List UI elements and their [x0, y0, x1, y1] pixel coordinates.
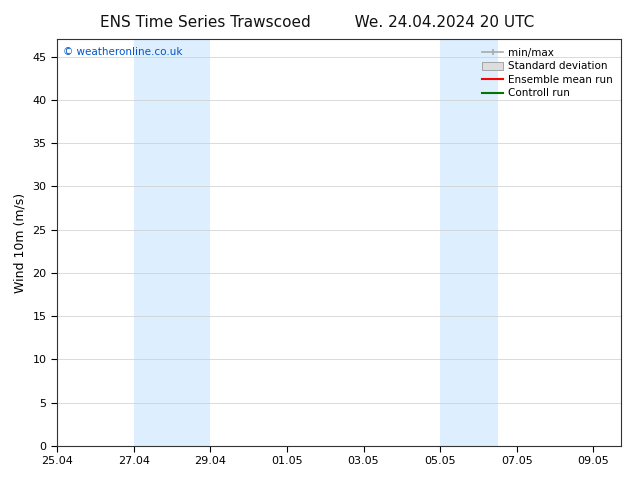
Y-axis label: Wind 10m (m/s): Wind 10m (m/s) — [14, 193, 27, 293]
Bar — [440, 39, 498, 446]
Text: ENS Time Series Trawscoed         We. 24.04.2024 20 UTC: ENS Time Series Trawscoed We. 24.04.2024… — [100, 15, 534, 30]
Bar — [134, 39, 210, 446]
Legend: min/max, Standard deviation, Ensemble mean run, Controll run: min/max, Standard deviation, Ensemble me… — [479, 45, 616, 101]
Text: © weatheronline.co.uk: © weatheronline.co.uk — [63, 48, 182, 57]
